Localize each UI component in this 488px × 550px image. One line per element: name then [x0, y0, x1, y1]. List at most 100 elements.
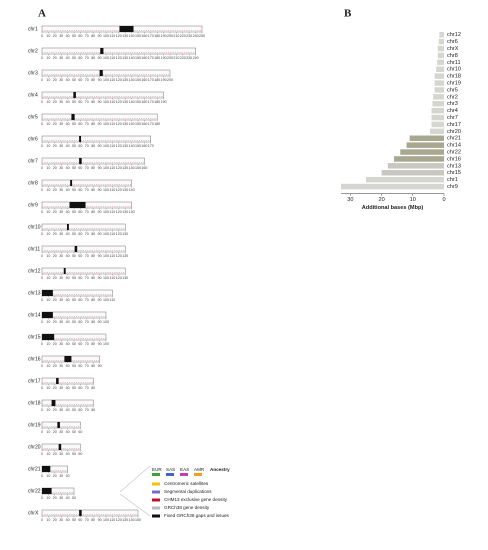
x-tick-label: 30 — [347, 197, 353, 203]
category-label: chr15 — [447, 170, 461, 176]
tick-label: 10 — [46, 122, 50, 126]
tick-label: 0 — [41, 496, 43, 500]
tick-label: 40 — [66, 188, 70, 192]
bar — [433, 94, 444, 100]
tick-label: 50 — [72, 232, 76, 236]
chromosome-bar — [41, 135, 152, 143]
tick-label: 20 — [53, 320, 57, 324]
tick-label: 100 — [103, 342, 109, 346]
chromosome-bar — [41, 91, 164, 99]
bar — [437, 52, 444, 59]
bar — [434, 87, 444, 93]
category-label: chr8 — [447, 53, 458, 59]
tick-label: 0 — [41, 188, 43, 192]
chromosome-name: chr17 — [28, 378, 41, 384]
tick-label: 10 — [46, 518, 50, 522]
tick-label: 30 — [59, 78, 63, 82]
category-label: chr16 — [447, 156, 461, 162]
x-tick-label: 20 — [378, 197, 384, 203]
category-label: chr3 — [447, 101, 458, 107]
x-tick-label: 0 — [442, 197, 445, 203]
tick-label: 100 — [103, 34, 109, 38]
tick-label: 160 — [141, 78, 147, 82]
centromere — [69, 202, 86, 208]
bar — [409, 135, 444, 141]
tick-label: 30 — [59, 210, 63, 214]
tick-label: 170 — [148, 144, 154, 148]
tick-label: 120 — [116, 166, 122, 170]
bar — [434, 80, 444, 86]
panel-label: B — [344, 8, 352, 20]
tick-label: 100 — [103, 276, 109, 280]
tick-label: 60 — [78, 34, 82, 38]
tick-label: 160 — [141, 100, 147, 104]
tick-label: 10 — [46, 100, 50, 104]
legend-swatch — [152, 498, 160, 502]
tick-label: 30 — [59, 166, 63, 170]
category-label: chr11 — [447, 60, 461, 66]
tick-label: 100 — [103, 144, 109, 148]
tick-label: 30 — [59, 518, 63, 522]
tick-label: 10 — [46, 496, 50, 500]
tick-label: 90 — [98, 166, 102, 170]
tick-label: 120 — [116, 188, 122, 192]
tick-label: 140 — [129, 144, 135, 148]
tick-label: 200 — [167, 34, 173, 38]
tick-label: 240 — [193, 34, 199, 38]
category-label: chr1 — [447, 177, 458, 183]
tick-label: 90 — [98, 34, 102, 38]
chromosome-bar — [41, 69, 171, 77]
tick-label: 100 — [103, 122, 109, 126]
tick-label: 30 — [59, 408, 63, 412]
tick-label: 0 — [41, 430, 43, 434]
x-axis-label: Additional bases (Mbp) — [362, 205, 424, 211]
category-label: chr22 — [447, 149, 461, 155]
connector — [119, 465, 151, 493]
tick-label: 30 — [59, 320, 63, 324]
tick-label: 50 — [72, 56, 76, 60]
tick-label: 20 — [53, 386, 57, 390]
tick-label: 60 — [78, 276, 82, 280]
tick-label: 90 — [98, 342, 102, 346]
tick-label: 40 — [66, 452, 70, 456]
tick-label: 20 — [53, 276, 57, 280]
tick-label: 60 — [78, 78, 82, 82]
bar — [365, 176, 444, 183]
tick-label: 80 — [91, 386, 95, 390]
tick-label: 70 — [85, 56, 89, 60]
tick-label: 10 — [46, 56, 50, 60]
category-label: chr12 — [447, 32, 461, 38]
chromosome-name: chr13 — [28, 290, 41, 296]
tick-label: 80 — [91, 78, 95, 82]
tick-label: 140 — [129, 188, 135, 192]
tick-label: 70 — [85, 144, 89, 148]
tick-label: 70 — [85, 298, 89, 302]
tick-label: 190 — [161, 34, 167, 38]
tick-label: 60 — [78, 210, 82, 214]
tick-label: 120 — [116, 254, 122, 258]
tick-label: 60 — [78, 408, 82, 412]
chromosome-name: chr2 — [28, 48, 38, 54]
tick-label: 20 — [53, 452, 57, 456]
bar — [439, 32, 444, 38]
tick-label: 140 — [129, 166, 135, 170]
centromere — [56, 378, 59, 384]
tick-label: 20 — [53, 100, 57, 104]
centromere — [63, 268, 66, 274]
tick-label: 50 — [72, 496, 76, 500]
category-label: chr17 — [447, 122, 461, 128]
tick-label: 50 — [72, 166, 76, 170]
bar — [400, 149, 444, 155]
centromere — [74, 246, 78, 252]
bar — [387, 163, 444, 169]
tick-label: 40 — [66, 56, 70, 60]
category-label: chr13 — [447, 163, 461, 169]
tick-label: 40 — [66, 364, 70, 368]
centromere — [100, 48, 104, 54]
tick-label: 80 — [91, 320, 95, 324]
tick-label: 0 — [41, 166, 43, 170]
centromere — [42, 312, 53, 318]
tick-label: 130 — [122, 78, 128, 82]
bar — [431, 114, 444, 121]
tick-label: 150 — [135, 56, 141, 60]
